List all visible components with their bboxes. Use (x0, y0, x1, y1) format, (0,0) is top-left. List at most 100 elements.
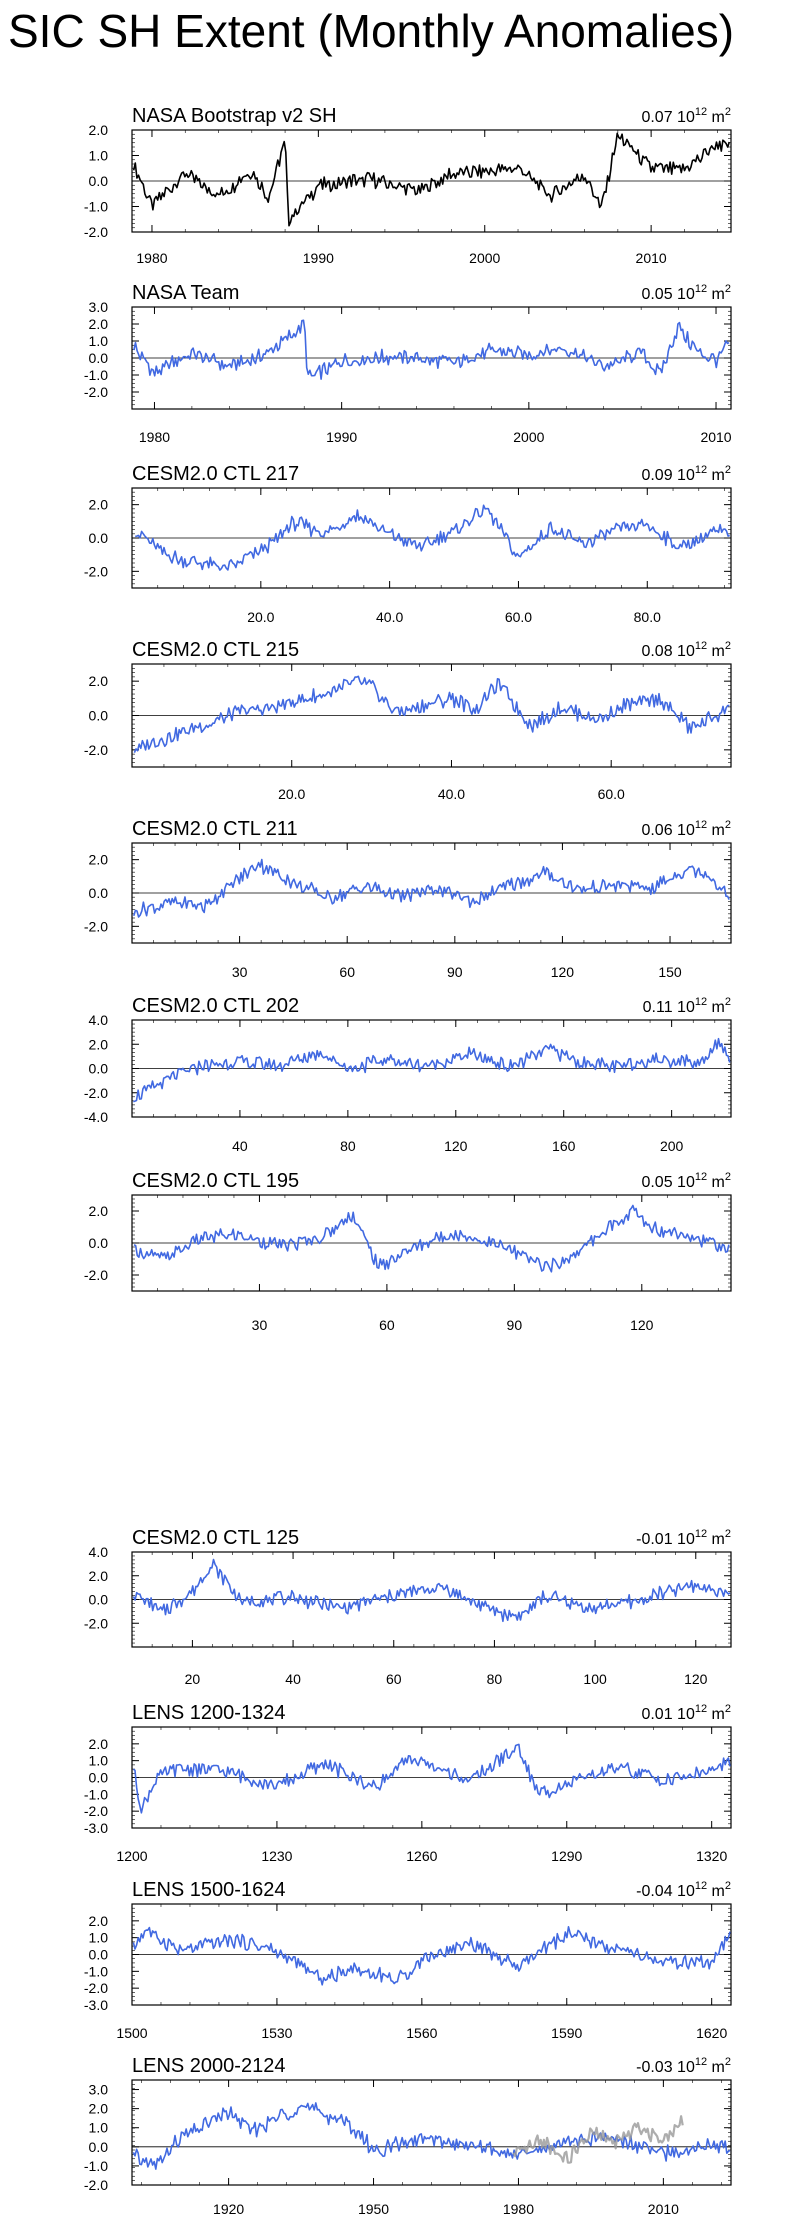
y-tick-label: -3.0 (84, 1820, 108, 1836)
y-tick-label: -2.0 (84, 1980, 108, 1996)
series-line (512, 2115, 684, 2164)
data-point (451, 698, 452, 699)
data-point (179, 732, 180, 733)
panel-title: CESM2.0 CTL 202 (132, 995, 299, 1017)
data-point (577, 1061, 578, 1062)
data-point (133, 912, 134, 913)
data-point (453, 363, 454, 364)
unit-square: 2 (725, 996, 731, 1008)
data-point (371, 686, 372, 687)
data-point (329, 897, 330, 898)
data-point (397, 356, 398, 357)
unit-exponent: 12 (695, 106, 707, 118)
trend-value: 0.05 (641, 1174, 677, 1191)
data-point (711, 1964, 712, 1965)
data-point (639, 2127, 640, 2128)
data-point (368, 178, 369, 179)
data-point (243, 710, 244, 711)
x-tick-label: 120 (684, 1671, 708, 1687)
unit-exponent: 12 (695, 283, 707, 295)
unit-exponent: 12 (695, 2056, 707, 2068)
unit-meter: m (707, 1174, 725, 1191)
data-point (513, 2156, 514, 2157)
data-point (307, 698, 308, 699)
unit-meter: m (707, 643, 725, 660)
x-tick-label: 200 (660, 1138, 684, 1154)
chart-panel-9: LENS 1200-1324 0.01 1012 m22.01.00.0-1.0-… (84, 1702, 732, 1864)
data-point (252, 2131, 253, 2132)
data-point (469, 1053, 470, 1054)
x-tick-label: 2010 (700, 429, 731, 445)
data-point (566, 2141, 567, 2142)
data-point (155, 741, 156, 742)
data-point (729, 2146, 730, 2147)
unit-meter: m (707, 999, 725, 1016)
x-tick-label: 1980 (139, 429, 170, 445)
x-tick-label: 90 (507, 1317, 523, 1333)
y-tick-label: 3.0 (89, 2082, 109, 2098)
data-point (196, 562, 197, 563)
data-point (419, 706, 420, 707)
data-point (729, 1061, 730, 1062)
y-tick-label: 2.0 (89, 316, 109, 332)
trend-value: -0.04 (636, 1883, 677, 1900)
data-point (347, 1068, 348, 1069)
data-point (239, 1061, 240, 1062)
x-tick-label: 1620 (696, 2025, 727, 2041)
data-point (663, 1780, 664, 1781)
data-point (556, 1266, 557, 1267)
chart-panel-11: LENS 2000-2124 -0.03 1012 m2 3.0 2.0 1.0 0.0 -… (84, 2055, 732, 2217)
data-point (651, 168, 652, 169)
data-point (566, 347, 567, 348)
x-tick-label: 120 (630, 1317, 654, 1333)
page-title: SIC SH Extent (Monthly Anomalies) (8, 5, 735, 57)
data-point (711, 2142, 712, 2143)
x-tick-label: 1230 (261, 1848, 292, 1864)
data-point (397, 1979, 398, 1980)
x-tick-label: 60.0 (598, 786, 625, 802)
y-tick-label: 0.0 (89, 1592, 109, 1608)
y-tick-label: -1.0 (84, 1786, 108, 1802)
unit-exponent: 12 (695, 464, 707, 476)
x-tick-label: 1560 (406, 2025, 437, 2041)
data-point (280, 1246, 281, 1247)
y-tick-label: 2.0 (89, 1736, 109, 1752)
trend-value: 0.08 (641, 643, 677, 660)
data-point (450, 1233, 451, 1234)
series-line (132, 132, 731, 227)
unit-base: 10 (677, 109, 695, 126)
data-point (695, 1585, 696, 1586)
data-point (691, 729, 692, 730)
data-point (349, 2123, 350, 2124)
data-point (650, 1226, 651, 1227)
y-tick-label: 0.0 (89, 173, 109, 189)
data-point (470, 2144, 471, 2145)
series-line (132, 1926, 731, 1986)
chart-panel-2: NASA Team 0.05 1012 m2 3.02.01.00.0-1.0-2.… (84, 282, 732, 445)
data-point (684, 170, 685, 171)
data-point (472, 901, 473, 902)
data-point (349, 1967, 350, 1968)
data-point (519, 1617, 520, 1618)
data-point (615, 2142, 616, 2143)
data-point (563, 706, 564, 707)
data-point (729, 1594, 730, 1595)
data-point (133, 346, 134, 347)
trend-value: 0.05 (641, 286, 677, 303)
data-point (684, 1233, 685, 1234)
data-point (603, 366, 604, 367)
data-point (444, 1587, 445, 1588)
data-point (705, 872, 706, 873)
data-point (273, 541, 274, 542)
x-tick-label: 1990 (326, 429, 357, 445)
unit-base: 10 (677, 467, 695, 484)
series-line (132, 1743, 731, 1814)
data-point (280, 1066, 281, 1067)
unit-exponent: 12 (695, 996, 707, 1008)
data-point (238, 1234, 239, 1235)
y-tick-label: 2.0 (89, 1568, 109, 1584)
y-tick-label: 2.0 (89, 497, 109, 513)
trend-label: 0.09 1012 m2 (641, 464, 731, 484)
unit-base: 10 (677, 2059, 695, 2076)
data-point (711, 532, 712, 533)
